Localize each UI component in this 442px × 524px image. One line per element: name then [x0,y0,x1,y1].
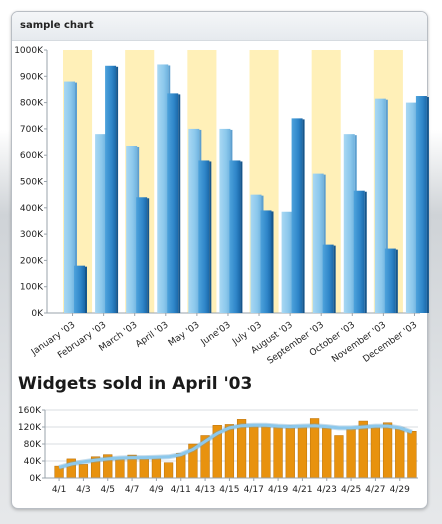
daily-bar [249,425,259,479]
x-tick-label: 4/23 [317,485,337,495]
y-tick-label: 160K [18,406,42,416]
daily-bar [297,425,308,479]
bar-series2-side [85,266,87,313]
x-tick-label: 4/15 [219,485,239,495]
x-tick-label: 4/3 [76,485,90,495]
y-tick-label: 0K [29,474,42,484]
daily-bar [370,425,381,479]
bar-series2-side [364,191,367,313]
x-tick-label: 4/1 [52,485,66,495]
x-tick-label: 4/25 [341,485,361,495]
daily-bar [261,424,271,479]
chart2-title: Widgets sold in April '03 [18,374,253,394]
bar-series2 [105,65,117,313]
x-tick-label: 4/29 [390,485,410,495]
trend-line [58,423,413,469]
y-tick-label: 900K [20,72,44,82]
y-tick-label: 600K [20,151,44,161]
y-tick-label: 100K [20,283,44,293]
bar-series1 [188,128,200,313]
bar-series1 [405,102,417,313]
bar-series2-side [240,161,243,313]
x-tick-label: 4/19 [268,485,288,495]
y-tick-label: 200K [20,256,44,266]
y-tick-label: 120K [18,423,42,433]
bar-series2-side [302,119,305,313]
y-tick-label: 500K [20,178,44,188]
y-tick-label: 1000K [14,46,44,56]
bar-series2 [415,96,427,314]
x-tick-label: 4/17 [244,485,264,495]
x-tick-label: 4/13 [195,485,215,495]
bar-series2 [291,118,303,313]
daily-bar [382,422,393,479]
bar-series1 [64,81,75,313]
x-tick-label: 4/27 [365,485,385,495]
bar-series2-side [209,161,212,313]
bar-series2 [353,190,365,313]
y-tick-label: 400K [20,204,44,214]
bar-series2 [167,93,179,314]
daily-bar [285,425,295,479]
bar-series1 [219,128,231,313]
daily-bar [151,456,162,479]
bar-series2-side [426,97,429,314]
daily-bar [163,462,174,479]
daily-bar [334,435,344,479]
daily-bar [115,458,125,479]
x-tick-label: 4/7 [125,485,139,495]
daily-bar [224,424,235,479]
bar-series2 [74,265,85,313]
bar-series1 [343,134,355,313]
y-tick-label: 700K [20,125,44,135]
bar-series1 [157,64,169,313]
panel-title: sample chart [20,20,94,31]
bar-series1 [126,145,138,313]
x-tick-label: 4/9 [149,485,164,495]
bar-series1 [95,134,107,313]
y-tick-label: 80K [24,440,42,450]
y-tick-label: 800K [20,99,44,109]
bar-series1-side [75,82,77,313]
y-tick-label: 0K [31,309,44,319]
y-tick-label: 300K [20,230,44,240]
bar-series2 [322,244,334,313]
panel-header: sample chart [12,12,427,41]
bar-series1-side [385,99,388,313]
daily-bar [78,464,89,479]
bar-series2 [136,197,148,313]
monthly-bar-chart: 0K 100K 200K 300K 400K 500K 600K 700K 800K 900K 10… [14,46,429,367]
bar-series1 [312,173,324,313]
bar-series2 [384,248,396,313]
daily-bar [322,427,332,479]
bar-series2-side [116,66,119,313]
bar-series2 [198,160,210,313]
bar-series2 [229,160,241,313]
bar-series2-side [395,249,398,313]
x-tick-label: 4/5 [101,485,115,495]
x-tick-label: 4/21 [292,485,312,495]
x-tick-label: 4/11 [171,485,191,495]
bar-series2-side [333,245,336,313]
bar-series2-side [147,198,150,313]
daily-bar [395,427,405,479]
bar-series1 [281,211,293,313]
bar-series2 [260,210,272,313]
bar-series1-side [323,174,326,313]
bar-series2-side [178,94,181,314]
y-tick-label: 40K [24,457,42,467]
daily-bar [273,426,283,479]
daily-bar [346,426,356,479]
daily-bar [407,431,417,479]
bar-series1 [374,98,386,313]
bar-series1 [250,194,262,313]
bar-series2-side [271,211,274,313]
